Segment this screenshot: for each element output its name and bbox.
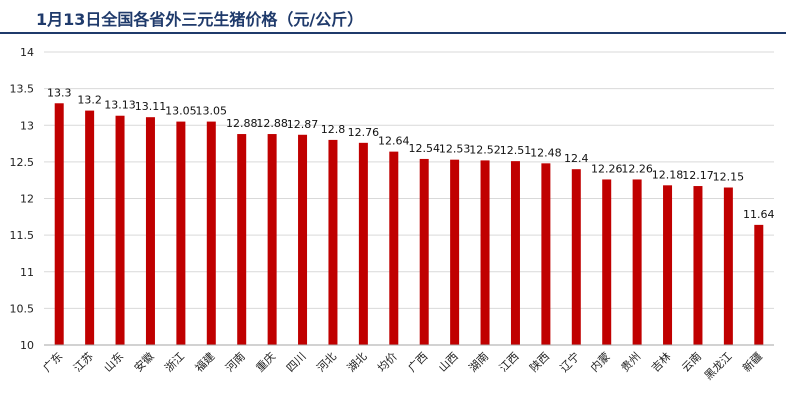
category-label: 福建: [192, 349, 217, 374]
data-label: 13.3: [47, 86, 72, 99]
data-label: 12.52: [469, 143, 501, 156]
title-rule: [0, 32, 786, 34]
data-label: 13.11: [135, 100, 167, 113]
y-tick-label: 11.5: [10, 229, 35, 242]
bar: [328, 139, 338, 345]
data-label: 11.64: [743, 208, 775, 221]
data-label: 12.64: [378, 135, 410, 148]
category-label: 湖南: [466, 350, 491, 375]
category-label: 山西: [436, 350, 461, 375]
y-tick-label: 14: [20, 46, 34, 59]
bar: [115, 115, 125, 345]
data-label: 12.88: [256, 117, 288, 130]
bar: [571, 169, 581, 345]
data-label: 12.51: [500, 144, 532, 157]
category-label: 广西: [406, 350, 431, 375]
data-label: 12.54: [408, 142, 440, 155]
bar: [632, 179, 642, 345]
data-label: 12.18: [652, 168, 684, 181]
y-tick-label: 11: [20, 266, 34, 279]
data-label: 12.17: [682, 169, 714, 182]
bar: [723, 187, 733, 345]
category-label: 内蒙: [587, 349, 612, 374]
data-label: 12.4: [564, 152, 589, 165]
data-label: 12.76: [348, 126, 380, 139]
category-label: 陕西: [527, 349, 552, 374]
bar: [267, 134, 277, 345]
data-labels: 13.313.2 13.1313.1113.0513.0512.8812.8812…: [47, 86, 775, 221]
bar: [176, 121, 186, 346]
bar: [480, 160, 490, 345]
bar: [206, 121, 216, 346]
y-tick-label: 13: [20, 119, 34, 132]
grid-lines: [44, 51, 774, 309]
bar: [389, 151, 399, 345]
bar: [541, 163, 551, 345]
data-label: 12.53: [439, 143, 471, 156]
category-label: 吉林: [648, 349, 673, 374]
data-label: 13.05: [165, 105, 197, 118]
category-label: 黑龙江: [702, 350, 735, 383]
data-label: 13.2: [77, 94, 102, 107]
bar: [419, 158, 429, 345]
category-label: 河南: [223, 350, 248, 375]
category-label: 辽宁: [557, 349, 582, 374]
bar: [54, 103, 64, 346]
category-label: 浙江: [162, 350, 187, 375]
bar: [85, 110, 95, 345]
category-labels: 广东 江苏 山东 安徽 浙江 福建 河南 重庆 四川 河北 湖北 均价 广西 山西 湖南 江西 陕西 辽宁 内蒙 贵州…: [41, 349, 765, 382]
y-tick-label: 13.5: [10, 83, 35, 96]
category-label: 新疆: [739, 349, 764, 374]
data-label: 12.8: [321, 123, 346, 136]
category-label: 湖北: [345, 350, 370, 375]
bar: [237, 134, 247, 345]
bar: [450, 159, 460, 345]
category-label: 安徽: [131, 349, 156, 374]
y-tick-label: 12: [20, 193, 34, 206]
category-label: 江苏: [71, 350, 96, 375]
bar-chart: 10 10.5 11 11.5 12 12.5 13 13.5 14 13.3 13.2 13.13…: [10, 46, 775, 382]
y-tick-label: 10: [20, 339, 34, 352]
bar: [358, 142, 368, 345]
category-label: 河北: [314, 350, 339, 375]
category-label: 均价: [375, 350, 400, 375]
category-label: 江西: [497, 350, 522, 375]
data-label: 12.48: [530, 146, 562, 159]
bar: [693, 186, 703, 345]
chart-title: 1月13日全国各省外三元生猪价格（元/公斤）: [36, 10, 364, 29]
bar: [298, 134, 308, 345]
category-label: 山东: [101, 350, 126, 375]
data-label: 12.87: [287, 118, 319, 131]
data-label: 12.26: [591, 162, 623, 175]
category-label: 重庆: [253, 349, 278, 374]
category-label: 贵州: [618, 350, 643, 375]
bar: [145, 117, 155, 345]
category-label: 四川: [284, 350, 309, 375]
y-axis-ticks: 10 10.5 11 11.5 12 12.5 13 13.5 14: [10, 46, 35, 352]
category-label: 广东: [41, 350, 66, 375]
data-label: 13.05: [196, 105, 228, 118]
bars: [54, 103, 764, 346]
bar: [602, 179, 612, 345]
bar: [663, 185, 673, 345]
title-bar: 1月13日全国各省外三元生猪价格（元/公斤）: [0, 0, 786, 34]
data-label: 13.13: [104, 99, 136, 112]
data-label: 12.26: [621, 162, 653, 175]
data-label: 12.15: [713, 171, 745, 184]
category-label: 云南: [679, 350, 704, 375]
y-tick-label: 10.5: [10, 302, 35, 315]
bar: [510, 161, 520, 345]
y-tick-label: 12.5: [10, 156, 35, 169]
bar: [754, 224, 764, 345]
data-label: 12.88: [226, 117, 258, 130]
